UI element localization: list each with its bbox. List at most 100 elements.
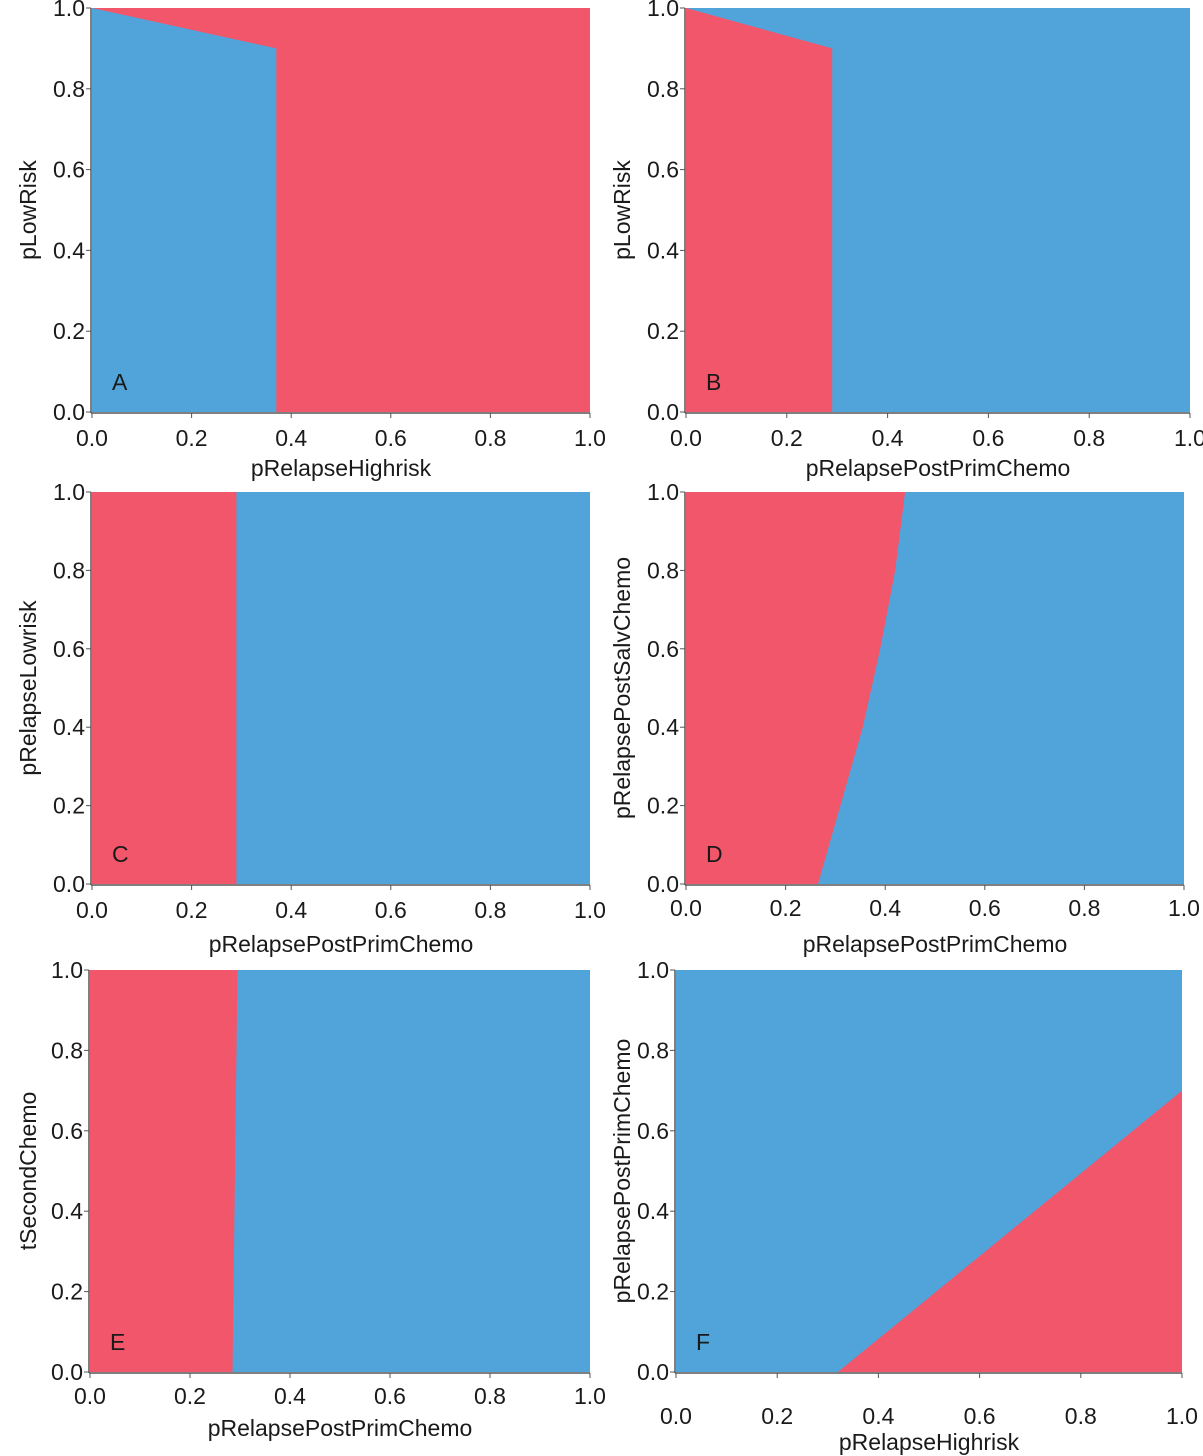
panel-a-x-axis-label: pRelapseHighrisk [251, 455, 432, 481]
panel-c: 0.0 0.2 0.4 0.6 0.8 1.0 0.0 0.2 0.4 0.6 0.8 1.0 pRel… [15, 479, 606, 957]
panel-d-y-tick-label: 0.8 [647, 557, 679, 583]
panel-e-y-tick-label: 0.8 [51, 1037, 83, 1063]
panel-c-x-tick-label: 1.0 [574, 897, 606, 923]
panel-e-y-tick-label: 1.0 [51, 957, 83, 983]
panel-b-x-tick-label: 0.2 [771, 425, 803, 451]
panel-d-y-axis-label: pRelapsePostSalvChemo [609, 557, 635, 819]
panel-b-red-region-0 [686, 8, 833, 412]
panel-e-red-region-0 [90, 970, 238, 1372]
panel-c-x-tick-label: 0.8 [474, 897, 506, 923]
panel-e-x-tick-label: 0.2 [174, 1383, 206, 1409]
panel-d-x-tick-label: 0.8 [1068, 895, 1100, 921]
panel-a: 0.0 0.2 0.4 0.6 0.8 1.0 0.0 0.2 0.4 0.6 0.8 1.0 pRel… [15, 0, 606, 481]
panel-a-letter: A [112, 369, 128, 395]
panel-c-y-tick-label: 0.6 [53, 636, 85, 662]
panel-e-letter: E [110, 1329, 125, 1355]
panel-c-y-axis-label: pRelapseLowrisk [15, 600, 41, 776]
panel-f-x-tick-label: 1.0 [1166, 1403, 1198, 1429]
panel-f-y-tick-label: 0.4 [637, 1198, 669, 1224]
panel-a-y-tick-label: 0.6 [53, 157, 85, 183]
panel-f: 0.0 0.2 0.4 0.6 0.8 1.0 0.0 0.2 0.4 0.6 0.8 1.0 pRel… [609, 957, 1198, 1455]
panel-a-x-tick-label: 0.4 [275, 425, 307, 451]
panel-d-y-tick-label: 0.4 [647, 714, 679, 740]
panel-e-x-tick-label: 0.4 [274, 1383, 306, 1409]
panel-e: 0.0 0.2 0.4 0.6 0.8 1.0 0.0 0.2 0.4 0.6 0.8 1.0 pRel… [15, 957, 606, 1441]
panel-b: 0.0 0.2 0.4 0.6 0.8 1.0 0.0 0.2 0.4 0.6 0.8 1.0 pRel… [609, 0, 1203, 481]
panel-a-x-tick-label: 1.0 [574, 425, 606, 451]
panel-b-y-tick-label: 1.0 [647, 0, 679, 21]
panel-c-y-tick-label: 0.0 [53, 871, 85, 897]
panel-f-letter: F [696, 1329, 710, 1355]
panel-b-letter: B [706, 369, 721, 395]
panel-d-x-tick-label: 0.6 [969, 895, 1001, 921]
panel-e-x-tick-label: 1.0 [574, 1383, 606, 1409]
panel-f-x-axis-label: pRelapseHighrisk [839, 1429, 1020, 1455]
panel-f-y-axis-label: pRelapsePostPrimChemo [609, 1039, 635, 1304]
panel-f-y-tick-label: 0.2 [637, 1279, 669, 1305]
panel-a-x-tick-label: 0.8 [474, 425, 506, 451]
panel-c-letter: C [112, 841, 129, 867]
panel-b-y-tick-label: 0.8 [647, 76, 679, 102]
panel-b-x-tick-label: 0.0 [670, 425, 702, 451]
panel-c-y-tick-label: 0.4 [53, 714, 85, 740]
panel-e-y-tick-label: 0.2 [51, 1279, 83, 1305]
panel-a-x-tick-label: 0.0 [76, 425, 108, 451]
panel-c-x-tick-label: 0.4 [275, 897, 307, 923]
panel-f-x-tick-label: 0.6 [964, 1403, 996, 1429]
panel-e-y-tick-label: 0.0 [51, 1359, 83, 1385]
panel-d-letter: D [706, 841, 723, 867]
panel-b-x-tick-label: 1.0 [1174, 425, 1203, 451]
panel-b-y-tick-label: 0.0 [647, 399, 679, 425]
panel-a-x-tick-label: 0.6 [375, 425, 407, 451]
panel-a-y-tick-label: 0.0 [53, 399, 85, 425]
panel-a-y-axis-label: pLowRisk [15, 160, 41, 260]
panel-f-x-tick-label: 0.8 [1065, 1403, 1097, 1429]
panel-e-y-tick-label: 0.4 [51, 1198, 83, 1224]
panel-d-x-axis-label: pRelapsePostPrimChemo [803, 931, 1068, 957]
panel-b-y-axis-label: pLowRisk [609, 160, 635, 260]
panel-b-x-tick-label: 0.6 [972, 425, 1004, 451]
panel-d-x-tick-label: 0.0 [670, 895, 702, 921]
panel-d-red-region-0 [686, 492, 906, 884]
panel-c-x-axis-label: pRelapsePostPrimChemo [209, 931, 474, 957]
panel-b-x-tick-label: 0.8 [1073, 425, 1105, 451]
panel-c-x-tick-label: 0.2 [176, 897, 208, 923]
panel-c-red-region-0 [92, 492, 237, 884]
panel-f-red-region-0 [837, 1090, 1182, 1372]
panel-b-y-tick-label: 0.6 [647, 157, 679, 183]
panel-d-y-tick-label: 0.6 [647, 636, 679, 662]
panel-a-y-tick-label: 0.8 [53, 76, 85, 102]
panel-d-x-tick-label: 0.2 [770, 895, 802, 921]
panel-f-y-tick-label: 1.0 [637, 957, 669, 983]
panel-d-y-tick-label: 0.2 [647, 793, 679, 819]
panel-d: 0.0 0.2 0.4 0.6 0.8 1.0 0.0 0.2 0.4 0.6 0.8 1.0 pRel… [609, 479, 1200, 957]
panel-e-y-axis-label: tSecondChemo [15, 1092, 41, 1251]
panel-f-x-tick-label: 0.4 [862, 1403, 894, 1429]
panel-b-x-tick-label: 0.4 [872, 425, 904, 451]
panel-f-y-tick-label: 0.0 [637, 1359, 669, 1385]
panel-a-x-tick-label: 0.2 [176, 425, 208, 451]
panel-e-x-axis-label: pRelapsePostPrimChemo [208, 1415, 473, 1441]
panel-c-x-tick-label: 0.6 [375, 897, 407, 923]
panel-f-y-tick-label: 0.8 [637, 1037, 669, 1063]
panel-d-y-tick-label: 0.0 [647, 871, 679, 897]
panel-c-y-tick-label: 1.0 [53, 479, 85, 505]
panel-f-x-tick-label: 0.0 [660, 1403, 692, 1429]
panel-c-y-tick-label: 0.2 [53, 793, 85, 819]
panel-a-y-tick-label: 0.4 [53, 237, 85, 263]
panel-d-y-tick-label: 1.0 [647, 479, 679, 505]
panel-e-x-tick-label: 0.6 [374, 1383, 406, 1409]
panel-b-x-axis-label: pRelapsePostPrimChemo [806, 455, 1071, 481]
panel-e-x-tick-label: 0.0 [74, 1383, 106, 1409]
panel-c-y-tick-label: 0.8 [53, 557, 85, 583]
panel-f-y-tick-label: 0.6 [637, 1118, 669, 1144]
panel-a-y-tick-label: 0.2 [53, 318, 85, 344]
panel-a-blue-region-0 [92, 8, 277, 412]
panel-c-x-tick-label: 0.0 [76, 897, 108, 923]
panel-f-x-tick-label: 0.2 [761, 1403, 793, 1429]
panel-d-x-tick-label: 1.0 [1168, 895, 1200, 921]
panel-e-x-tick-label: 0.8 [474, 1383, 506, 1409]
panel-a-y-tick-label: 1.0 [53, 0, 85, 21]
panel-e-y-tick-label: 0.6 [51, 1118, 83, 1144]
